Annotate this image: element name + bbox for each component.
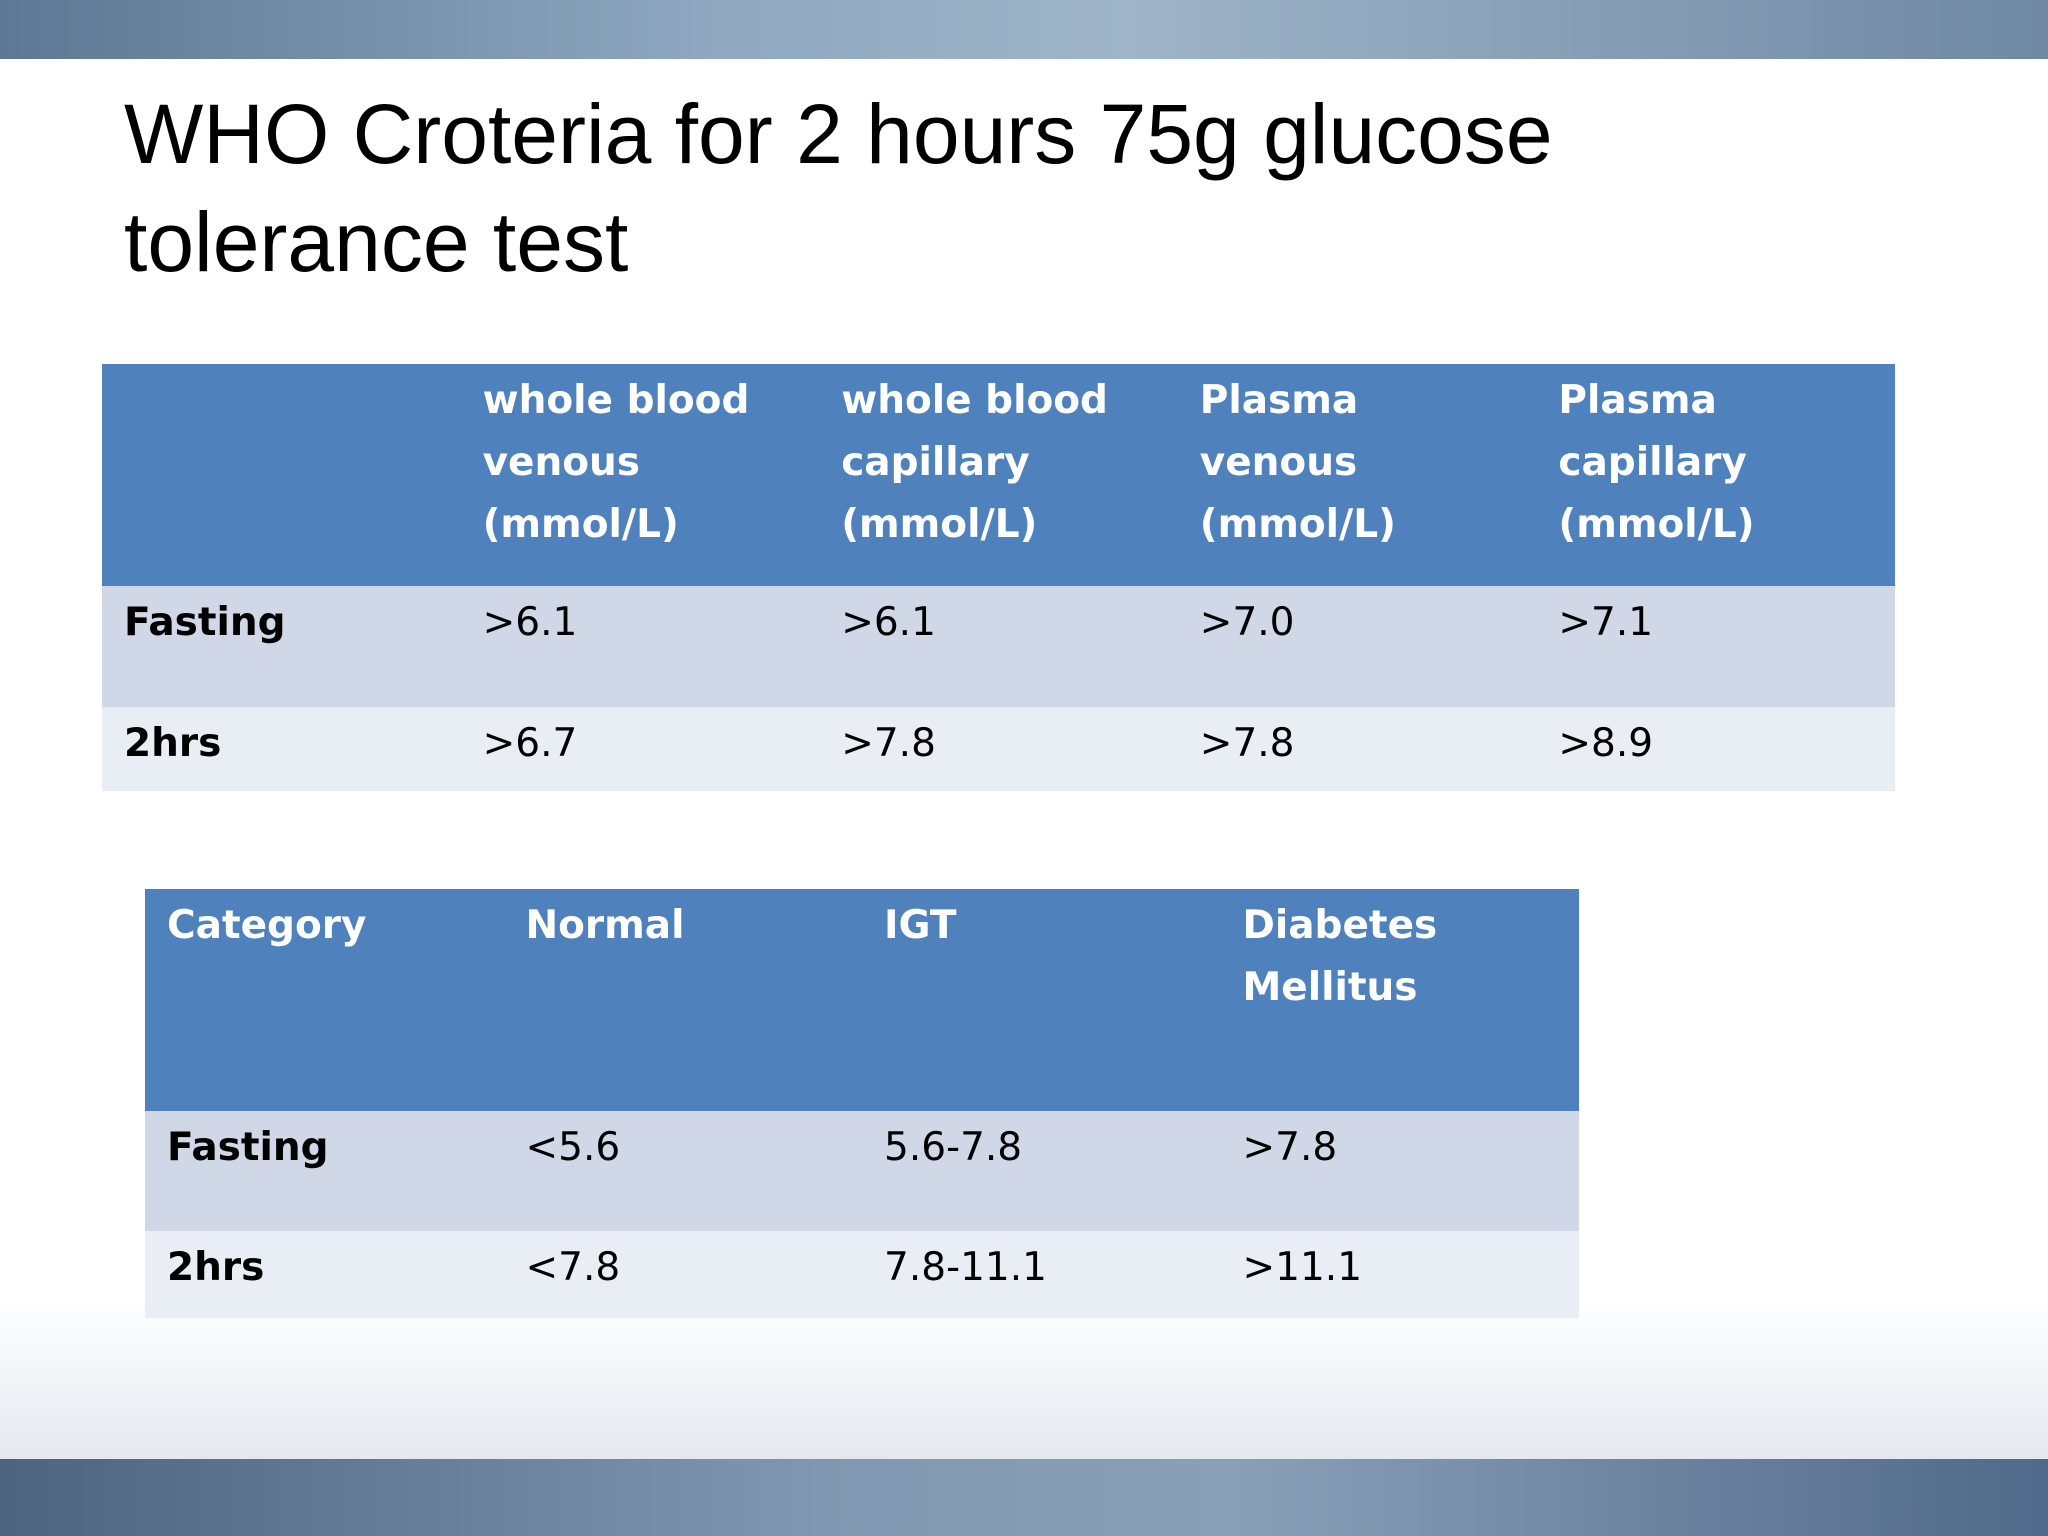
table-cell: >7.0 <box>1177 586 1537 707</box>
table-cell: >11.1 <box>1220 1231 1579 1318</box>
table-row: Fasting >6.1 >6.1 >7.0 >7.1 <box>102 586 1895 707</box>
table-cell: 7.8-11.1 <box>862 1231 1221 1318</box>
slide-title: WHO Croteria for 2 hours 75g glucose tol… <box>124 87 1553 289</box>
row-label: 2hrs <box>102 707 461 791</box>
table-row: 2hrs >6.7 >7.8 >7.8 >8.9 <box>102 707 1895 791</box>
table-cell: >6.7 <box>460 707 820 791</box>
top-band <box>0 0 2048 59</box>
background-decoration <box>0 1300 2048 1459</box>
table-row: Fasting <5.6 5.6-7.8 >7.8 <box>145 1111 1579 1231</box>
table-row: 2hrs <7.8 7.8-11.1 >11.1 <box>145 1231 1579 1318</box>
row-label: 2hrs <box>145 1231 504 1318</box>
table-cell: >7.8 <box>1177 707 1537 791</box>
table-cell: >8.9 <box>1536 707 1895 791</box>
header-cell: Normal <box>503 889 862 1111</box>
row-label: Fasting <box>145 1111 504 1231</box>
bottom-band <box>0 1459 2048 1536</box>
header-cell: Plasma capillary (mmol/L) <box>1536 364 1895 586</box>
table-cell: <5.6 <box>503 1111 862 1231</box>
table-cell: 5.6-7.8 <box>862 1111 1221 1231</box>
header-row: whole blood venous (mmol/L) whole blood c… <box>102 364 1895 586</box>
table-cell: >7.8 <box>819 707 1178 791</box>
header-cell: whole blood venous (mmol/L) <box>460 364 820 586</box>
header-cell <box>102 364 461 586</box>
table-cell: <7.8 <box>503 1231 862 1318</box>
table-cell: >6.1 <box>819 586 1178 707</box>
category-table: Category Normal IGT Diabetes Mellitus Fastin… <box>145 889 1579 1318</box>
header-cell: Category <box>145 889 504 1111</box>
criteria-table: whole blood venous (mmol/L) whole blood c… <box>102 364 1895 791</box>
header-cell: Diabetes Mellitus <box>1220 889 1579 1111</box>
header-row: Category Normal IGT Diabetes Mellitus <box>145 889 1579 1111</box>
header-cell: whole blood capillary (mmol/L) <box>819 364 1178 586</box>
header-cell: Plasma venous (mmol/L) <box>1177 364 1537 586</box>
row-label: Fasting <box>102 586 461 707</box>
table-cell: >6.1 <box>460 586 820 707</box>
table-cell: >7.8 <box>1220 1111 1579 1231</box>
table-cell: >7.1 <box>1536 586 1895 707</box>
header-cell: IGT <box>862 889 1221 1111</box>
